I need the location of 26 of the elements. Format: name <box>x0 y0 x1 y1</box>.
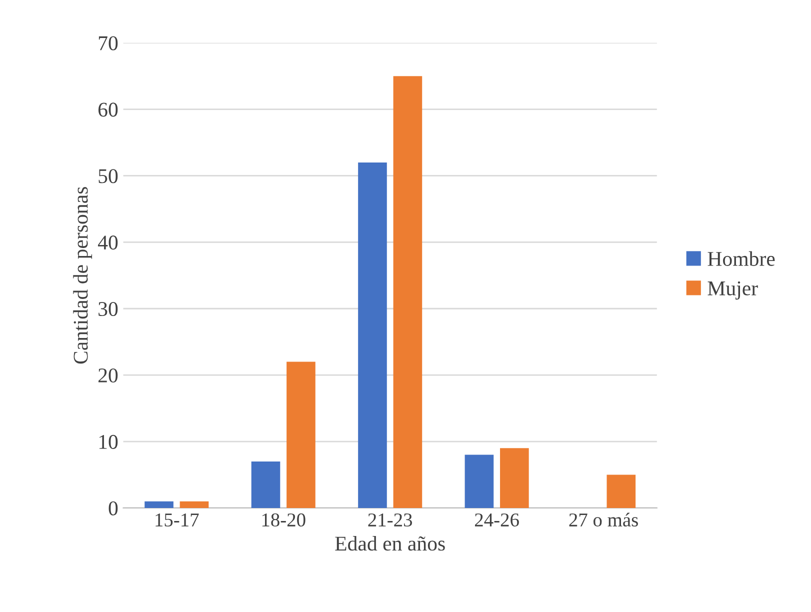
bar <box>358 162 387 508</box>
bar <box>606 474 636 508</box>
x-tick-label: 15-17 <box>156 513 199 527</box>
x-tick-label: 18-20 <box>262 513 306 527</box>
legend-label: Mujer <box>708 281 758 300</box>
y-tick-label: 70 <box>98 36 118 50</box>
x-tick-label: 27 o más <box>569 512 638 527</box>
bar <box>286 362 316 508</box>
bar <box>464 454 494 508</box>
y-tick-label: 20 <box>98 368 118 382</box>
y-tick-label: 40 <box>98 236 118 250</box>
y-axis-title: Cantidad de personas <box>73 187 92 364</box>
y-tick-label: 50 <box>98 169 118 184</box>
y-tick-label: 30 <box>98 302 118 316</box>
bar <box>144 501 174 508</box>
bar <box>180 501 209 508</box>
bar <box>393 76 422 508</box>
x-tick-label: 21-23 <box>368 513 412 527</box>
y-tick-label: 0 <box>108 501 118 516</box>
y-tick-label: 10 <box>99 434 118 449</box>
legend-label: Hombre <box>708 251 775 266</box>
bar <box>500 448 529 508</box>
y-tick-label: 60 <box>98 102 118 117</box>
bar <box>251 461 280 508</box>
x-tick-label: 24-26 <box>474 513 519 527</box>
x-axis-title: Edad en años <box>335 536 445 551</box>
